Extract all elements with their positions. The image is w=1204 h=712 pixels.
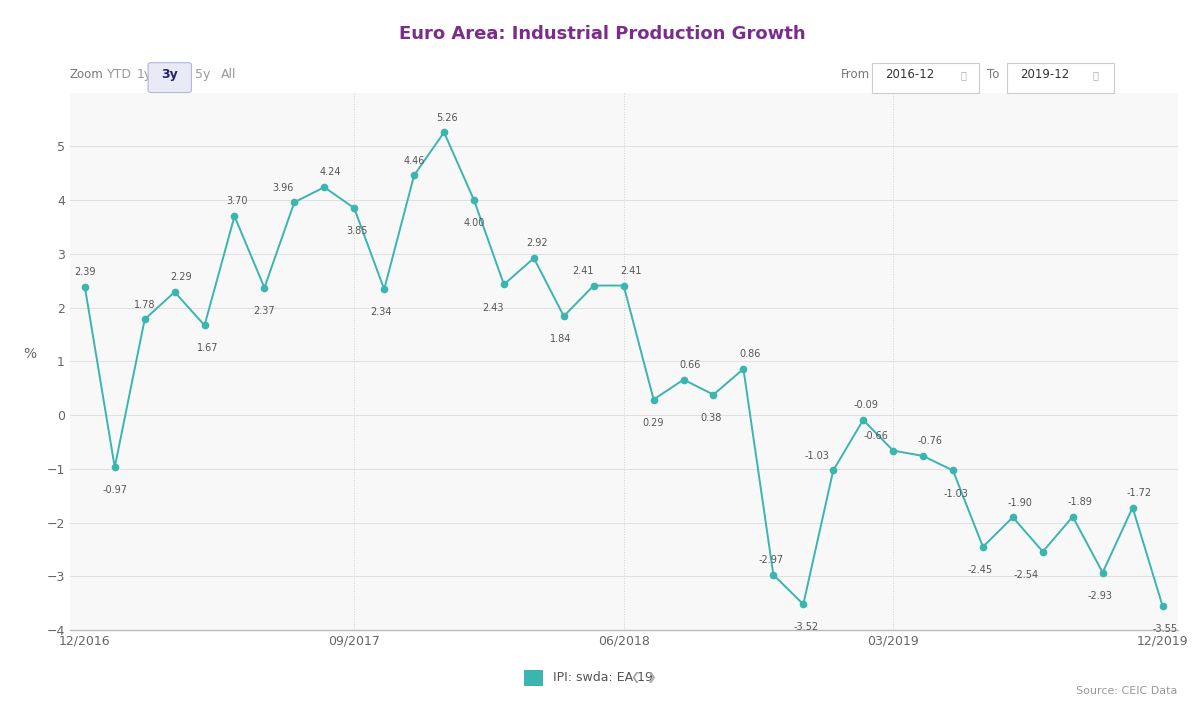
Text: Zoom: Zoom [70, 68, 104, 81]
Text: 2.41: 2.41 [620, 266, 642, 276]
Text: 2.34: 2.34 [371, 308, 393, 318]
Text: 3.70: 3.70 [226, 197, 248, 206]
Text: 2.29: 2.29 [171, 272, 193, 282]
Text: -3.55: -3.55 [1152, 624, 1178, 634]
Text: From: From [840, 68, 869, 81]
Text: -0.66: -0.66 [864, 431, 889, 441]
Text: 1.84: 1.84 [550, 334, 572, 344]
Text: 2016-12: 2016-12 [886, 68, 934, 81]
Text: 📅: 📅 [961, 70, 966, 80]
Text: 0.29: 0.29 [643, 417, 665, 428]
Text: 3.96: 3.96 [272, 182, 294, 192]
Text: 1y: 1y [137, 68, 152, 81]
Text: 3y: 3y [161, 68, 178, 81]
Text: IPI: swda: EA 19: IPI: swda: EA 19 [553, 671, 653, 684]
Text: 0.66: 0.66 [680, 360, 701, 370]
Text: Euro Area: Industrial Production Growth: Euro Area: Industrial Production Growth [399, 25, 805, 43]
Text: -1.72: -1.72 [1127, 488, 1152, 498]
Text: 2.41: 2.41 [572, 266, 594, 276]
Text: 4.24: 4.24 [319, 167, 341, 177]
Text: Source: CEIC Data: Source: CEIC Data [1076, 686, 1178, 696]
Text: 2.39: 2.39 [75, 267, 95, 277]
Text: 1.67: 1.67 [196, 343, 218, 353]
Text: -2.97: -2.97 [759, 555, 783, 565]
Text: -2.93: -2.93 [1087, 591, 1112, 601]
Text: -1.03: -1.03 [943, 488, 968, 498]
Text: 2019-12: 2019-12 [1021, 68, 1069, 81]
Text: 1.78: 1.78 [134, 300, 155, 310]
Text: -1.90: -1.90 [1008, 498, 1032, 508]
Text: -2.54: -2.54 [1014, 570, 1039, 580]
Text: 4.46: 4.46 [403, 156, 425, 166]
Text: -2.45: -2.45 [968, 565, 993, 575]
Text: 4.00: 4.00 [464, 218, 485, 228]
Text: 5y: 5y [195, 68, 209, 81]
Text: -1.03: -1.03 [804, 451, 830, 461]
Text: All: All [222, 68, 236, 81]
Text: 📅: 📅 [1093, 70, 1098, 80]
Text: -0.76: -0.76 [917, 436, 943, 446]
Y-axis label: %: % [23, 347, 36, 362]
Text: 5.26: 5.26 [436, 112, 458, 122]
Text: 0.38: 0.38 [700, 413, 721, 423]
Text: YTD: YTD [107, 68, 131, 81]
Text: -0.09: -0.09 [854, 400, 879, 410]
Text: -0.97: -0.97 [102, 486, 128, 496]
Text: 2.92: 2.92 [526, 239, 548, 248]
Text: -3.52: -3.52 [793, 622, 819, 632]
Text: 2.37: 2.37 [254, 305, 276, 315]
Text: -1.89: -1.89 [1067, 497, 1092, 507]
Text: ❮  ❯: ❮ ❯ [631, 672, 656, 684]
Text: 0.86: 0.86 [739, 349, 761, 359]
Text: 3.85: 3.85 [347, 226, 367, 236]
Text: 2.43: 2.43 [482, 303, 503, 313]
Text: To: To [987, 68, 999, 81]
